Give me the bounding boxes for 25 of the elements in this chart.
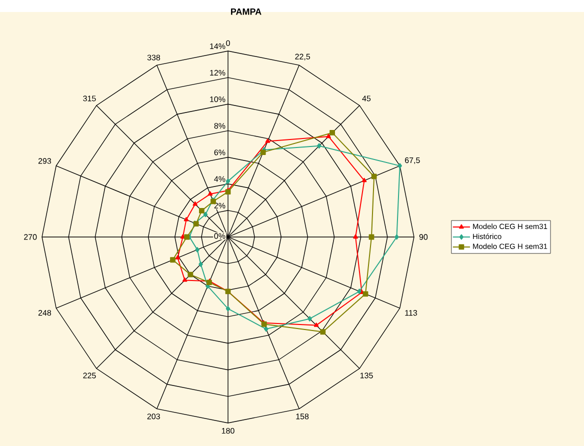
spoke-label: 90 [419, 234, 428, 240]
spoke-label: 293 [38, 158, 52, 164]
spoke-label: 203 [147, 414, 160, 420]
y-tick-label: 2% [214, 202, 226, 208]
spoke-label: 315 [83, 96, 96, 102]
spoke-label: 22,5 [295, 54, 310, 60]
y-tick-label: 0% [214, 233, 226, 239]
y-tick-label: 6% [214, 150, 226, 156]
spoke-label: 225 [83, 372, 96, 378]
spoke-label: 270 [24, 234, 37, 240]
spoke-label: 67,5 [405, 157, 420, 164]
spoke-label: 0 [226, 40, 230, 46]
chart-title: PAMPA [231, 8, 262, 15]
y-tick-label: 10% [210, 96, 226, 102]
spoke-label: 45 [362, 96, 371, 102]
spoke-label: 158 [296, 414, 309, 420]
y-tick-label: 4% [214, 176, 226, 182]
y-tick-label: 14% [210, 43, 226, 49]
spoke-label: 180 [222, 428, 234, 434]
spoke-label: 248 [38, 310, 52, 316]
spoke-label: 113 [405, 310, 418, 316]
spoke-label: 338 [147, 54, 160, 60]
spoke-label: 135 [360, 372, 373, 378]
y-tick-label: 8% [214, 123, 226, 129]
y-tick-label: 12% [210, 70, 226, 76]
